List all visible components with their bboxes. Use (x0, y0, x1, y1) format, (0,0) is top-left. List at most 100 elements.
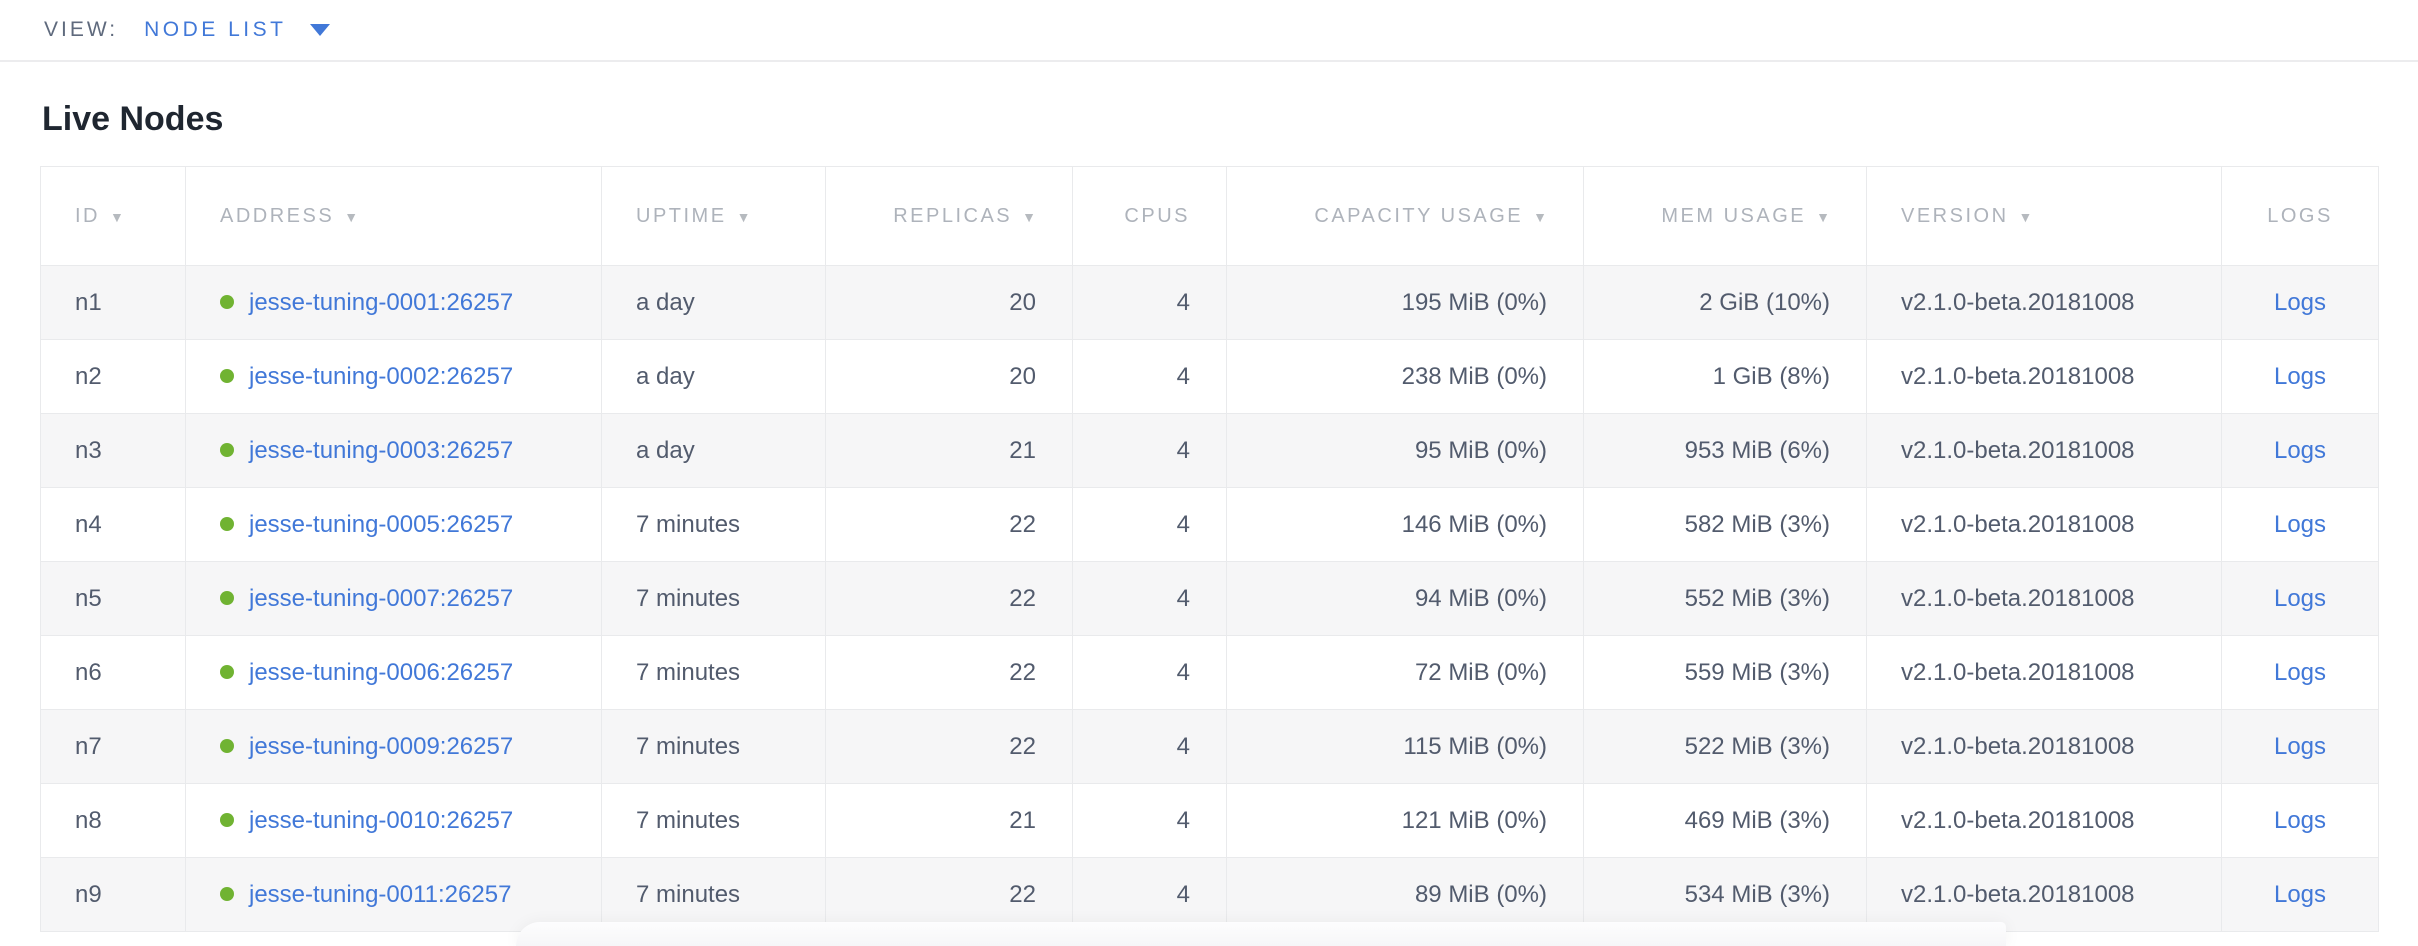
sort-desc-icon: ▼ (110, 208, 124, 225)
cell-id: n3 (40, 413, 186, 488)
logs-link[interactable]: Logs (2273, 288, 2327, 316)
cell-mem_usage: 469 MiB (3%) (1583, 783, 1867, 858)
cell-version: v2.1.0-beta.20181008 (1866, 487, 2222, 562)
cell-cpus: 4 (1072, 265, 1227, 340)
node-address-link[interactable]: jesse-tuning-0005:26257 (249, 510, 514, 538)
cell-cpus: 4 (1072, 857, 1227, 932)
node-row-n1: n1 jesse-tuning-0001:26257 a day 20 4 195 MiB… (40, 265, 2379, 340)
column-header-version[interactable]: VERSION ▼ (1866, 166, 2222, 266)
column-header-label: REPLICAS (893, 204, 1013, 227)
column-header-replicas[interactable]: REPLICAS ▼ (825, 166, 1073, 266)
cell-mem_usage: 559 MiB (3%) (1583, 635, 1867, 710)
node-address-link[interactable]: jesse-tuning-0006:26257 (249, 658, 514, 686)
cell-cpus: 4 (1072, 709, 1227, 784)
node-address-link[interactable]: jesse-tuning-0003:26257 (249, 436, 514, 464)
logs-link[interactable]: Logs (2273, 806, 2327, 834)
view-bar: VIEW: NODE LIST (0, 0, 2418, 62)
node-live-status-icon (220, 886, 234, 901)
cell-mem_usage: 522 MiB (3%) (1583, 709, 1867, 784)
sort-desc-icon: ▼ (2018, 208, 2033, 225)
node-address-link[interactable]: jesse-tuning-0001:26257 (249, 288, 514, 316)
node-live-status-icon (220, 590, 234, 605)
cell-replicas: 20 (825, 265, 1073, 340)
node-address-link[interactable]: jesse-tuning-0010:26257 (249, 806, 514, 834)
cell-replicas: 20 (825, 339, 1073, 414)
column-header-label: LOGS (2267, 204, 2333, 227)
cell-logs: Logs (2221, 561, 2379, 636)
cell-logs: Logs (2221, 635, 2379, 710)
column-header-logs: LOGS (2221, 166, 2379, 266)
sort-desc-icon: ▼ (1816, 208, 1830, 225)
cell-cpus: 4 (1072, 783, 1227, 858)
column-header-uptime[interactable]: UPTIME ▼ (601, 166, 826, 266)
cell-mem_usage: 582 MiB (3%) (1583, 487, 1867, 562)
logs-link[interactable]: Logs (2273, 362, 2327, 390)
partial-offscreen-element (516, 922, 2006, 946)
cell-replicas: 21 (825, 413, 1073, 488)
column-header-id[interactable]: ID ▼ (40, 166, 186, 266)
node-row-n9: n9 jesse-tuning-0011:26257 7 minutes 22 4 89 … (40, 857, 2379, 932)
node-address-link[interactable]: jesse-tuning-0002:26257 (249, 362, 514, 390)
column-header-label: CAPACITY USAGE (1314, 204, 1524, 227)
cell-logs: Logs (2221, 709, 2379, 784)
cell-uptime: 7 minutes (601, 635, 826, 710)
sort-desc-icon: ▼ (1533, 208, 1547, 225)
cell-cpus: 4 (1072, 339, 1227, 414)
cell-logs: Logs (2221, 783, 2379, 858)
node-address-link[interactable]: jesse-tuning-0009:26257 (249, 732, 514, 760)
cell-replicas: 22 (825, 709, 1073, 784)
node-live-status-icon (220, 738, 234, 753)
cell-logs: Logs (2221, 413, 2379, 488)
cell-address: jesse-tuning-0010:26257 (185, 783, 602, 858)
cell-address: jesse-tuning-0001:26257 (185, 265, 602, 340)
cell-capacity_usage: 195 MiB (0%) (1226, 265, 1584, 340)
logs-link[interactable]: Logs (2273, 584, 2327, 612)
cell-logs: Logs (2221, 265, 2379, 340)
column-header-address[interactable]: ADDRESS ▼ (185, 166, 602, 266)
page-title: Live Nodes (42, 100, 224, 138)
cell-replicas: 22 (825, 635, 1073, 710)
cell-address: jesse-tuning-0002:26257 (185, 339, 602, 414)
column-header-capacity_usage[interactable]: CAPACITY USAGE ▼ (1226, 166, 1584, 266)
content-area: Live Nodes ID ▼ ADDRESS ▼ UPTIME ▼ REPLICAS ▼ CP… (0, 62, 2418, 946)
cell-capacity_usage: 94 MiB (0%) (1226, 561, 1584, 636)
cell-uptime: a day (601, 265, 826, 340)
cell-version: v2.1.0-beta.20181008 (1866, 561, 2222, 636)
cell-version: v2.1.0-beta.20181008 (1866, 413, 2222, 488)
cell-replicas: 22 (825, 487, 1073, 562)
logs-link[interactable]: Logs (2273, 732, 2327, 760)
cell-uptime: 7 minutes (601, 709, 826, 784)
node-address-link[interactable]: jesse-tuning-0007:26257 (249, 584, 514, 612)
view-selector-dropdown[interactable]: NODE LIST (144, 18, 331, 42)
cell-version: v2.1.0-beta.20181008 (1866, 265, 2222, 340)
cell-mem_usage: 1 GiB (8%) (1583, 339, 1867, 414)
column-header-label: UPTIME (636, 204, 727, 227)
sort-desc-icon: ▼ (344, 208, 359, 225)
node-row-n3: n3 jesse-tuning-0003:26257 a day 21 4 95 MiB … (40, 413, 2379, 488)
cell-capacity_usage: 115 MiB (0%) (1226, 709, 1584, 784)
table-header-row: ID ▼ ADDRESS ▼ UPTIME ▼ REPLICAS ▼ CPUS CAPACITY … (40, 166, 2379, 266)
cell-version: v2.1.0-beta.20181008 (1866, 635, 2222, 710)
logs-link[interactable]: Logs (2273, 658, 2327, 686)
cell-uptime: 7 minutes (601, 783, 826, 858)
cell-uptime: 7 minutes (601, 857, 826, 932)
cell-id: n9 (40, 857, 186, 932)
cell-uptime: 7 minutes (601, 561, 826, 636)
logs-link[interactable]: Logs (2273, 510, 2327, 538)
column-header-mem_usage[interactable]: MEM USAGE ▼ (1583, 166, 1867, 266)
logs-link[interactable]: Logs (2273, 880, 2327, 908)
cell-cpus: 4 (1072, 635, 1227, 710)
cell-capacity_usage: 146 MiB (0%) (1226, 487, 1584, 562)
chevron-down-icon (310, 24, 331, 36)
node-live-status-icon (220, 294, 234, 309)
cell-id: n6 (40, 635, 186, 710)
live-nodes-table: ID ▼ ADDRESS ▼ UPTIME ▼ REPLICAS ▼ CPUS CAPACITY … (40, 166, 2379, 932)
node-row-n6: n6 jesse-tuning-0006:26257 7 minutes 22 4 72 … (40, 635, 2379, 710)
node-address-link[interactable]: jesse-tuning-0011:26257 (249, 880, 512, 908)
cell-logs: Logs (2221, 339, 2379, 414)
logs-link[interactable]: Logs (2273, 436, 2327, 464)
cell-replicas: 21 (825, 783, 1073, 858)
cell-mem_usage: 2 GiB (10%) (1583, 265, 1867, 340)
cell-uptime: 7 minutes (601, 487, 826, 562)
cell-id: n7 (40, 709, 186, 784)
